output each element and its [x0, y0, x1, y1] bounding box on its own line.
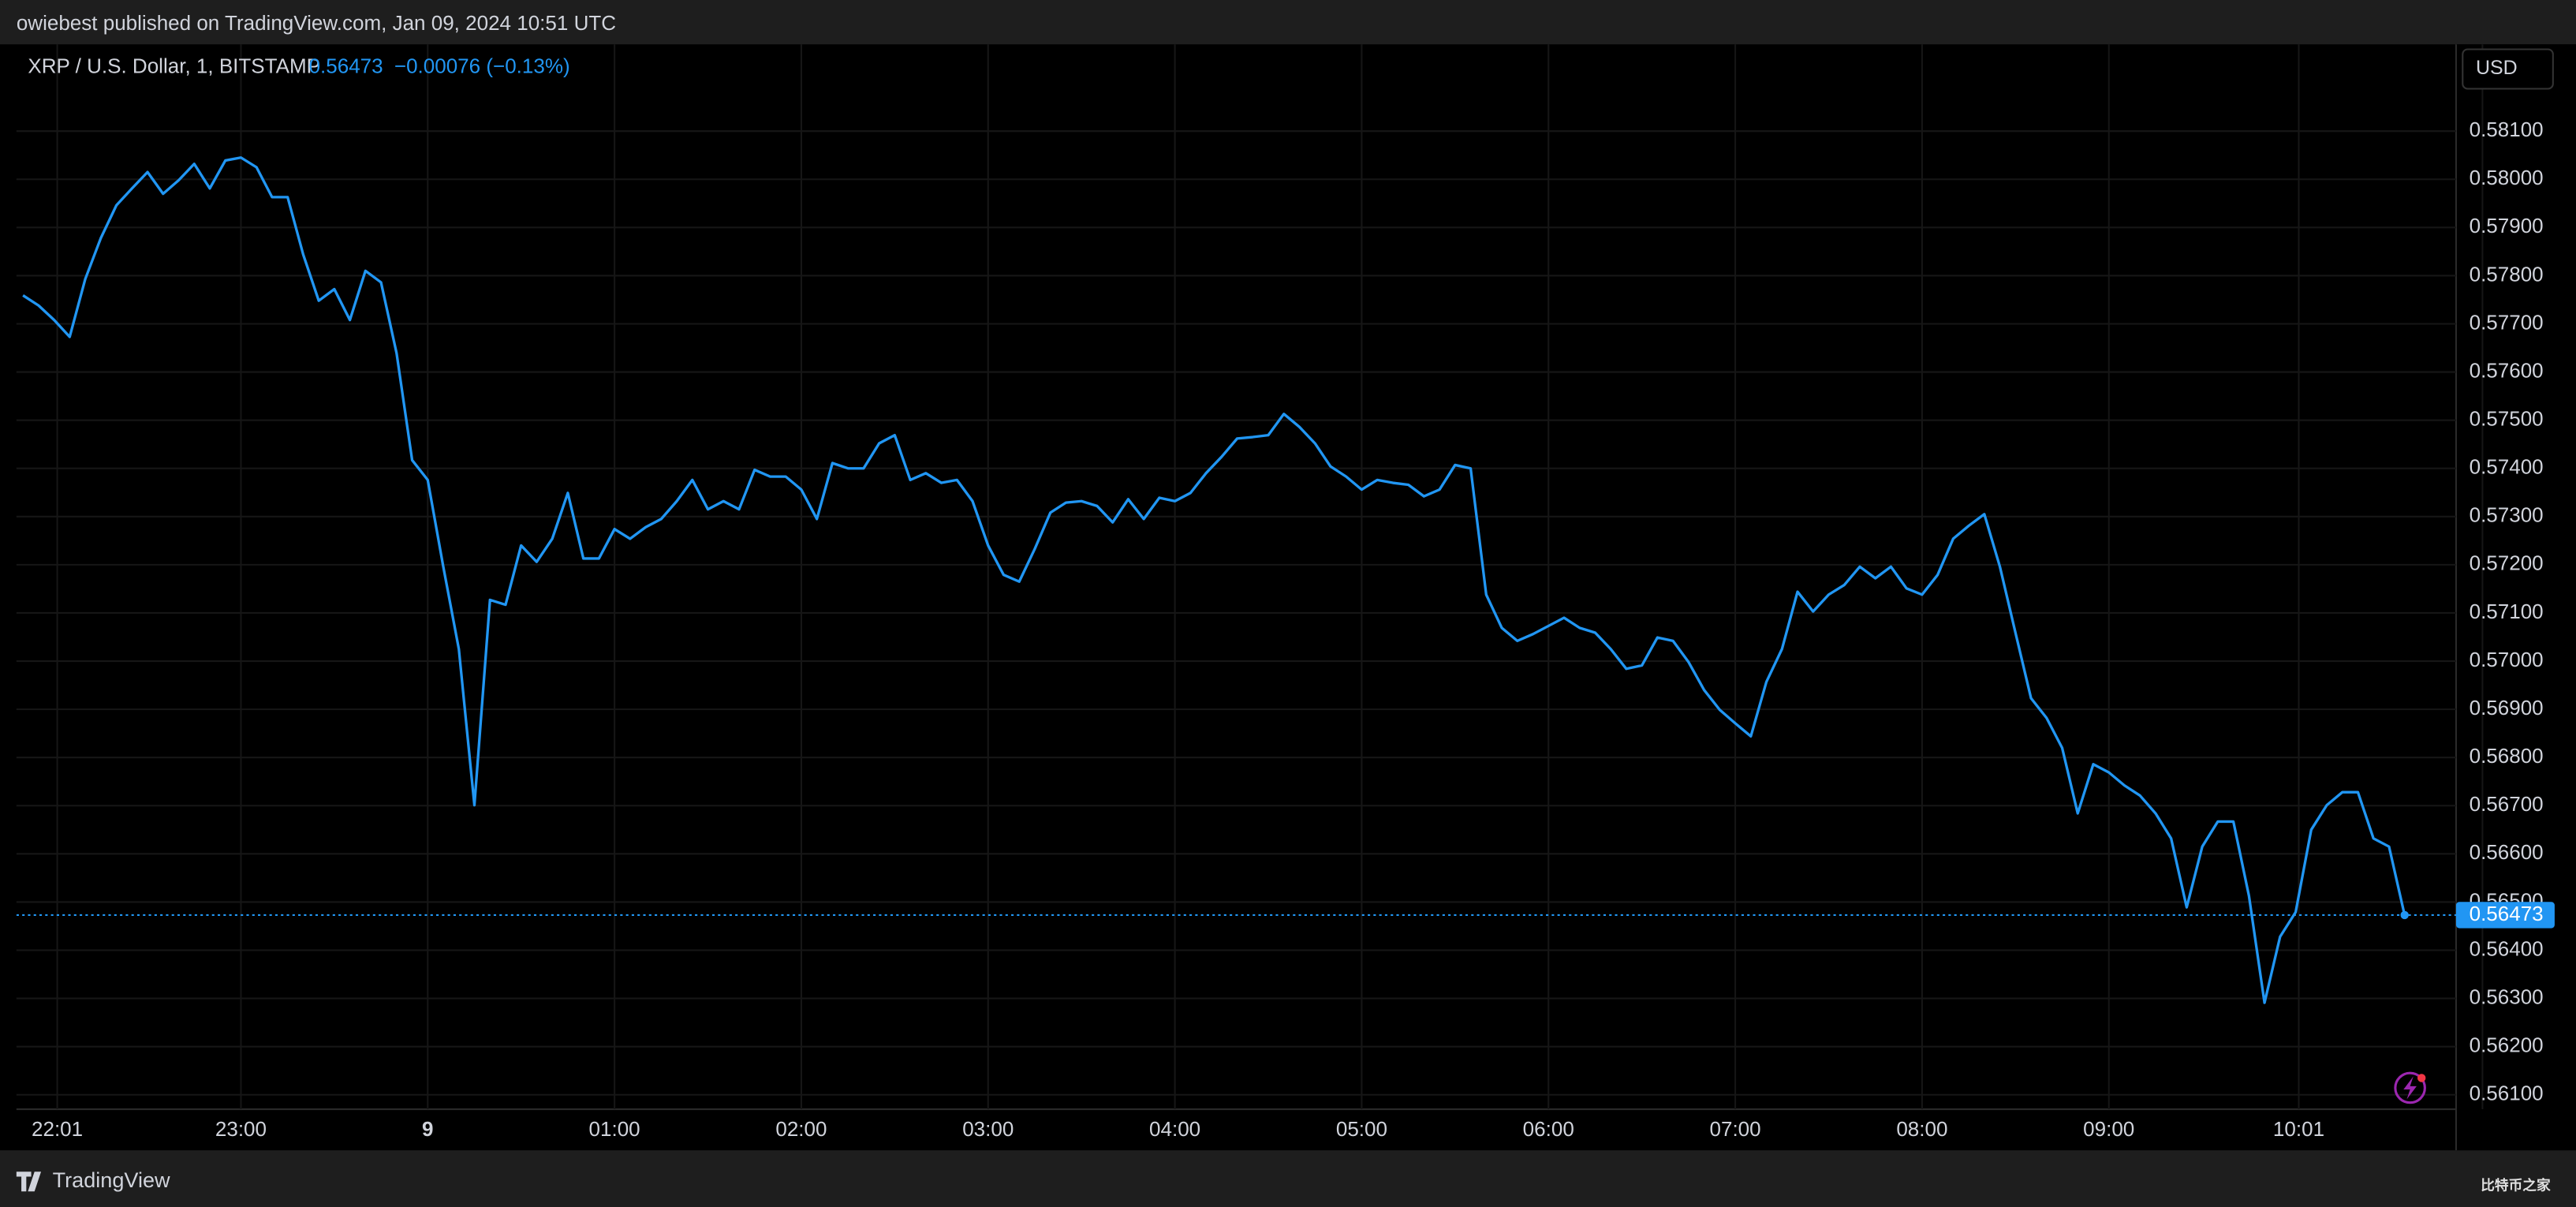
- y-tick-labels: 0.561000.562000.563000.564000.565000.566…: [2470, 118, 2544, 1105]
- y-tick-label: 0.57500: [2470, 407, 2544, 431]
- y-tick-label: 0.57900: [2470, 214, 2544, 237]
- y-tick-label: 0.57400: [2470, 455, 2544, 479]
- x-tick-label: 04:00: [1149, 1117, 1200, 1141]
- footer-bar: [0, 1150, 2576, 1207]
- legend-change: −0.00076 (−0.13%): [394, 54, 570, 77]
- x-tick-label: 08:00: [1896, 1117, 1947, 1141]
- watermark: 比特币之家: [2481, 1177, 2551, 1194]
- y-tick-label: 0.58100: [2470, 118, 2544, 141]
- brand-name: TradingView: [53, 1168, 170, 1192]
- x-tick-label: 03:00: [962, 1117, 1014, 1141]
- y-tick-label: 0.56800: [2470, 744, 2544, 768]
- y-tick-label: 0.57200: [2470, 551, 2544, 575]
- y-tick-label: 0.56100: [2470, 1082, 2544, 1105]
- plot: [16, 156, 2456, 1004]
- grid: [16, 44, 2484, 1110]
- x-tick-labels: 22:01 23:00 9 01:00 02:00 03:00 04:00 05:00 06:0…: [32, 1117, 2324, 1141]
- y-tick-label: 0.56600: [2470, 840, 2544, 864]
- x-tick-label: 23:00: [215, 1117, 267, 1141]
- x-tick-label: 22:01: [32, 1117, 83, 1141]
- alert-icon[interactable]: [2394, 1071, 2426, 1104]
- last-price-label: 0.56473: [2470, 902, 2544, 925]
- x-tick-label: 10:01: [2273, 1117, 2324, 1141]
- overlay: 0.56473: [2455, 902, 2555, 929]
- y-tick-label: 0.57600: [2470, 358, 2544, 382]
- y-tick-label: 0.56700: [2470, 792, 2544, 816]
- x-tick-label: 07:00: [1710, 1117, 1761, 1141]
- alert-icon-bolt: [2403, 1076, 2417, 1100]
- legend-symbol: XRP / U.S. Dollar, 1, BITSTAMP: [28, 54, 320, 77]
- y-tick-label: 0.57300: [2470, 503, 2544, 527]
- x-tick-label: 01:00: [589, 1117, 640, 1141]
- last-point: [2400, 910, 2409, 920]
- x-tick-label: 06:00: [1523, 1117, 1574, 1141]
- y-tick-label: 0.57100: [2470, 600, 2544, 623]
- y-tick-label: 0.56900: [2470, 696, 2544, 719]
- y-tick-label: 0.56400: [2470, 936, 2544, 960]
- currency-label[interactable]: USD: [2476, 57, 2518, 79]
- y-tick-label: 0.58000: [2470, 166, 2544, 189]
- x-tick-label: 02:00: [775, 1117, 827, 1141]
- last-price-badge: [2455, 902, 2555, 929]
- price-line: [22, 156, 2406, 1004]
- brand-logo: [16, 1172, 42, 1192]
- y-tick-label: 0.56200: [2470, 1033, 2544, 1057]
- publish-note: owiebest published on TradingView.com, J…: [17, 11, 616, 35]
- top-bar: [0, 0, 2576, 45]
- alert-dot: [2417, 1074, 2426, 1082]
- price-axis: [2455, 44, 2576, 1151]
- x-tick-label: 9: [422, 1117, 433, 1141]
- x-tick-label: 05:00: [1336, 1117, 1387, 1141]
- y-tick-label: 0.56300: [2470, 985, 2544, 1008]
- currency-box[interactable]: [2462, 48, 2554, 90]
- legend-last-price: 0.56473: [309, 54, 383, 77]
- x-tick-label: 09:00: [2083, 1117, 2134, 1141]
- y-tick-label: 0.57000: [2470, 648, 2544, 671]
- y-tick-label: 0.57800: [2470, 262, 2544, 286]
- y-tick-label: 0.57700: [2470, 310, 2544, 334]
